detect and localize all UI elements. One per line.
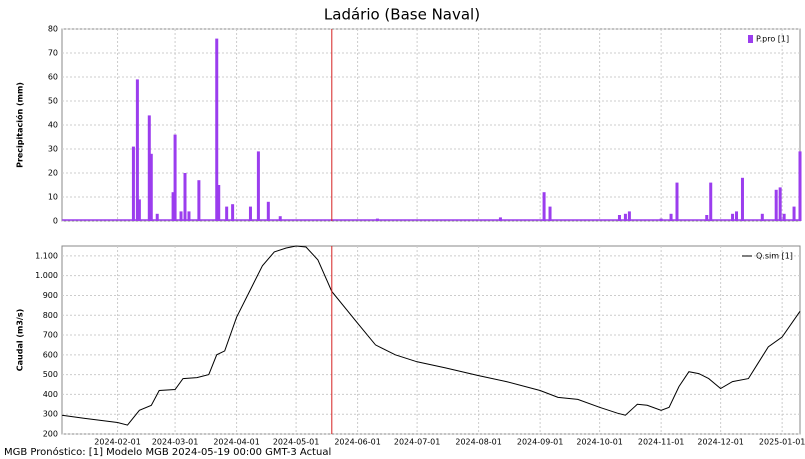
bar [171, 192, 175, 221]
bar [187, 211, 191, 221]
bar [627, 211, 631, 221]
bar [760, 213, 764, 221]
y-tick-label: 60 [48, 73, 58, 82]
y-tick-label: 50 [48, 97, 58, 106]
x-tick-label: 2024-11-01 [638, 438, 685, 447]
bar [137, 199, 141, 221]
line [61, 245, 801, 426]
bar [548, 206, 552, 221]
bar [669, 213, 673, 221]
x-tick-label: 2024-06-01 [334, 438, 381, 447]
plot-area [61, 245, 801, 435]
y-axis-label: Caudal (m3/s) [16, 309, 25, 372]
y-tick-label: 300 [43, 410, 58, 419]
legend-label: Q.sim [1] [756, 252, 793, 261]
y-axis-label: Precipitación (mm) [15, 82, 25, 168]
x-tick-label: 2024-04-01 [213, 438, 260, 447]
y-tick-label: 400 [43, 390, 58, 399]
bar [225, 206, 229, 221]
bar [798, 151, 802, 221]
bar [183, 173, 187, 221]
bar [782, 213, 786, 221]
bar [792, 206, 796, 221]
bar [197, 180, 201, 221]
bar [709, 182, 713, 221]
bar [135, 79, 139, 222]
y-tick-label: 70 [48, 49, 58, 58]
bar [498, 217, 502, 221]
y-tick-label: 700 [43, 331, 58, 340]
bar [375, 218, 379, 221]
chart-title: Ladário (Base Naval) [324, 6, 480, 24]
bar [675, 182, 679, 221]
bar [731, 213, 735, 221]
y-tick-label: 80 [48, 25, 58, 34]
x-tick-label: 2024-09-01 [517, 438, 564, 447]
bar [659, 218, 663, 221]
bar [179, 211, 183, 221]
y-tick-label: 20 [48, 169, 58, 178]
bar [542, 192, 546, 221]
y-tick-label: 500 [43, 370, 58, 379]
bar [778, 187, 782, 221]
bar [155, 213, 159, 221]
bar [131, 146, 135, 221]
x-tick-label: 2024-02-01 [94, 438, 141, 447]
x-tick-label: 2024-05-01 [273, 438, 320, 447]
bar [774, 189, 778, 221]
bar [735, 211, 739, 221]
bar [215, 38, 219, 221]
bar [231, 204, 235, 221]
legend-swatch [748, 35, 753, 43]
y-tick-label: 30 [48, 145, 58, 154]
bar [149, 153, 153, 221]
bar [147, 115, 151, 221]
bar [266, 201, 270, 221]
footer: MGB Pronóstico: [1] Modelo MGB 2024-05-1… [4, 446, 331, 458]
bar [617, 215, 621, 221]
x-tick-label: 2024-07-01 [394, 438, 441, 447]
y-tick-label: 1.000 [35, 271, 58, 280]
legend-label: P.pro [1] [756, 35, 789, 44]
y-tick-label: 40 [48, 121, 58, 130]
bar [623, 213, 627, 221]
y-tick-label: 10 [48, 193, 58, 202]
y-tick-label: 200 [43, 430, 58, 439]
bar [217, 185, 221, 221]
bar [705, 215, 709, 221]
y-tick-label: 800 [43, 311, 58, 320]
x-tick-label: 2024-03-01 [152, 438, 199, 447]
bar [256, 151, 260, 221]
bar [740, 177, 744, 221]
bar [173, 134, 177, 221]
y-tick-label: 900 [43, 291, 58, 300]
x-tick-label: 2024-10-01 [576, 438, 623, 447]
x-tick-label: 2025-01-01 [759, 438, 805, 447]
x-tick-label: 2024-12-01 [697, 438, 744, 447]
y-tick-label: 600 [43, 350, 58, 359]
bar [248, 206, 252, 221]
y-tick-label: 1.100 [35, 251, 58, 260]
x-tick-label: 2024-08-01 [455, 438, 502, 447]
bar [278, 216, 282, 221]
y-tick-label: 0 [53, 217, 58, 226]
